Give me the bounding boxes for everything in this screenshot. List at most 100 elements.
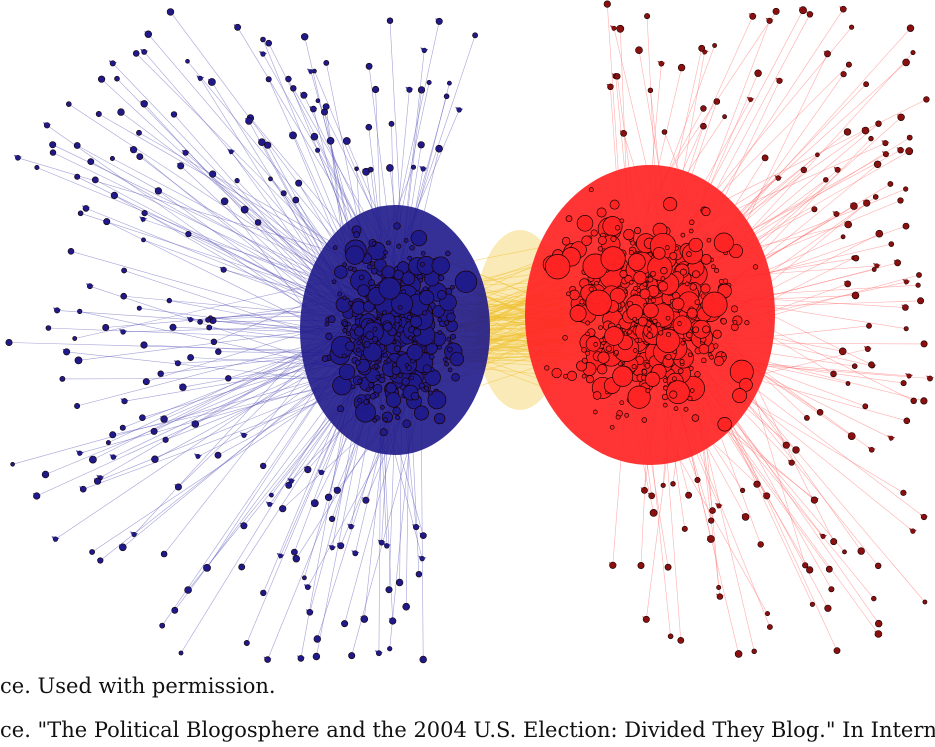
node [875,120,882,127]
arrowhead [908,528,917,535]
arrowhead [746,96,755,103]
node [900,489,907,496]
node [382,352,388,358]
node [874,619,883,628]
arrowhead [610,25,618,32]
node [599,337,604,343]
node [89,549,95,555]
node [365,62,373,70]
node [166,8,175,16]
node [260,589,267,597]
node [647,276,654,283]
node [472,32,478,39]
node [871,595,877,602]
node [665,353,672,361]
arrowhead [347,523,356,530]
node [381,265,395,279]
arrowhead [360,616,369,623]
arrowhead [706,536,715,542]
node [627,253,646,271]
node [688,237,703,253]
caption-permission: ce. Used with permission. [0,674,276,698]
node [215,348,222,355]
node [234,178,240,184]
node [72,336,78,341]
node [566,370,578,381]
arrowhead [405,86,414,93]
node [710,264,716,270]
node [679,268,687,276]
node [426,80,432,86]
arrowhead [902,278,911,285]
node [605,345,613,352]
node [691,414,700,422]
node [354,166,359,172]
node [150,427,158,435]
arrowhead [844,221,853,228]
node [365,331,375,340]
arrowhead [419,532,428,539]
node [804,414,810,421]
arrowhead [896,147,905,154]
node [109,431,117,439]
arrowhead [207,79,216,85]
arrowhead [897,114,906,121]
node [166,297,173,304]
node [354,359,361,366]
node [422,310,428,316]
node [136,129,142,136]
arrowhead [874,631,883,637]
arrowhead [606,83,615,90]
arrowhead [240,432,248,439]
node [392,406,401,416]
arrowhead [862,200,871,207]
node [418,277,424,283]
arrowhead [139,216,148,223]
node [136,153,144,160]
node [631,364,637,370]
node [315,98,321,103]
node [845,61,852,68]
left-cluster-nodes [5,8,478,664]
node [410,164,416,170]
node [74,402,81,409]
node [613,349,619,355]
node [830,370,837,378]
node [151,455,159,463]
node [401,377,410,386]
node [437,317,443,323]
node [408,335,413,341]
node [641,369,648,375]
node [646,327,652,332]
node [397,305,403,310]
node [450,284,455,290]
node [324,493,333,501]
arrowhead [863,346,872,352]
node [327,315,336,324]
node [142,378,150,386]
node [385,392,402,408]
node [842,549,847,555]
arrowhead [905,373,914,379]
node [677,321,682,326]
node [326,137,335,145]
arrowhead [181,149,190,156]
node [160,550,168,558]
node [565,215,573,222]
arrowhead [303,584,312,591]
node [764,611,770,617]
node [206,324,213,331]
arrowhead [305,609,314,616]
node [576,215,594,232]
node [365,123,373,131]
node [662,378,668,383]
node [444,320,450,326]
node [350,384,356,390]
node [396,243,402,249]
arrowhead [762,492,771,499]
node [110,191,118,199]
node [581,347,587,353]
node [609,199,620,210]
arrowhead [174,484,183,490]
node [730,323,739,331]
